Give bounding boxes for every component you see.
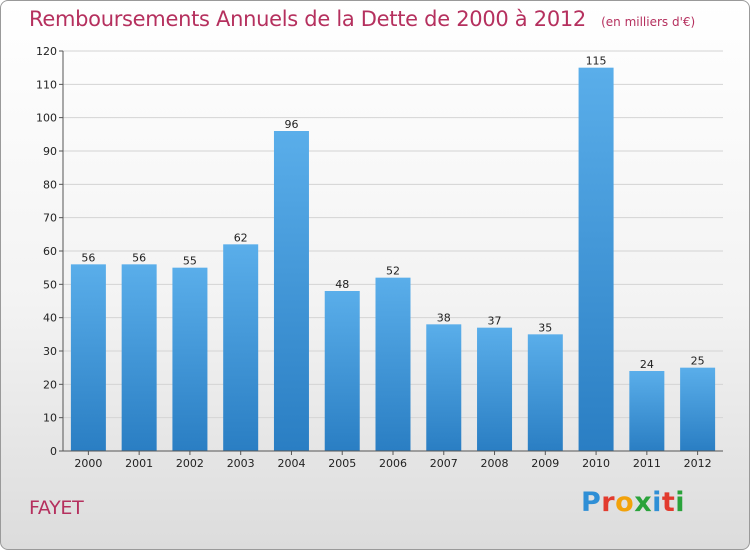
data-label: 25: [691, 355, 705, 368]
x-tick-label: 2003: [227, 457, 255, 470]
data-label: 35: [538, 321, 552, 334]
x-tick-label: 2012: [684, 457, 712, 470]
chart-title: Remboursements Annuels de la Dette de 20…: [29, 7, 586, 31]
town-name: FAYET: [29, 497, 84, 519]
logo-letter: o: [615, 487, 635, 518]
x-tick-label: 2002: [176, 457, 204, 470]
bar-2000: [70, 264, 106, 451]
bar-2008: [477, 327, 513, 451]
x-tick-label: 2006: [379, 457, 407, 470]
logo-letter: i: [652, 487, 662, 518]
proxiti-logo[interactable]: Proxiti: [581, 487, 685, 518]
bars: 56 56 55 62 96 48 52 38 37 35 115 24 25: [70, 55, 716, 452]
y-tick-label: 70: [43, 212, 57, 225]
logo-letter: t: [661, 487, 676, 518]
x-tick-label: 2010: [582, 457, 610, 470]
y-tick-label: 30: [43, 345, 57, 358]
data-label: 115: [586, 55, 607, 68]
y-tick-label: 60: [43, 245, 57, 258]
y-tick-label: 40: [43, 312, 57, 325]
y-tick-label: 110: [36, 78, 57, 91]
bar-2010: [578, 67, 614, 452]
bar-2005: [324, 291, 360, 451]
data-label: 24: [640, 358, 654, 371]
data-label: 38: [437, 311, 451, 324]
x-tick-label: 2008: [481, 457, 509, 470]
bar-2006: [375, 277, 411, 451]
x-tick-label: 2000: [74, 457, 102, 470]
logo-letter: P: [581, 487, 602, 518]
y-tick-label: 0: [50, 445, 57, 458]
x-tick-label: 2004: [277, 457, 305, 470]
data-label: 48: [335, 278, 349, 291]
bar-2003: [223, 244, 259, 451]
chart-unit: (en milliers d'€): [601, 15, 696, 29]
x-tick-label: 2009: [531, 457, 559, 470]
bar-2004: [273, 131, 309, 451]
y-tick-label: 120: [36, 45, 57, 58]
y-tick-label: 50: [43, 278, 57, 291]
logo-letter: i: [675, 487, 686, 518]
bar-2007: [426, 324, 462, 451]
x-tick-label: 2001: [125, 457, 153, 470]
data-label: 55: [183, 255, 197, 268]
data-label: 56: [132, 251, 146, 264]
y-tick-label: 10: [43, 412, 57, 425]
y-tick-label: 80: [43, 178, 57, 191]
data-label: 52: [386, 265, 400, 278]
y-tick-label: 20: [43, 378, 57, 391]
bar-2002: [172, 267, 208, 451]
bar-2001: [121, 264, 157, 451]
y-tick-label: 100: [36, 112, 57, 125]
chart-header: Remboursements Annuels de la Dette de 20…: [29, 7, 695, 31]
bar-2009: [527, 334, 563, 451]
data-label: 62: [234, 231, 248, 244]
x-tick-label: 2007: [430, 457, 458, 470]
x-tick-label: 2011: [633, 457, 661, 470]
data-label: 56: [81, 251, 95, 264]
data-label: 96: [284, 118, 298, 131]
bar-2011: [629, 371, 665, 451]
logo-letter: x: [634, 487, 653, 518]
bar-2012: [680, 367, 716, 451]
logo-letter: r: [601, 487, 616, 518]
data-label: 37: [488, 315, 502, 328]
y-tick-label: 90: [43, 145, 57, 158]
axes: 0 10 20 30 40 50 60 70 80 90 100 110 120 2000 2001 2002…: [36, 45, 723, 470]
x-tick-label: 2005: [328, 457, 356, 470]
